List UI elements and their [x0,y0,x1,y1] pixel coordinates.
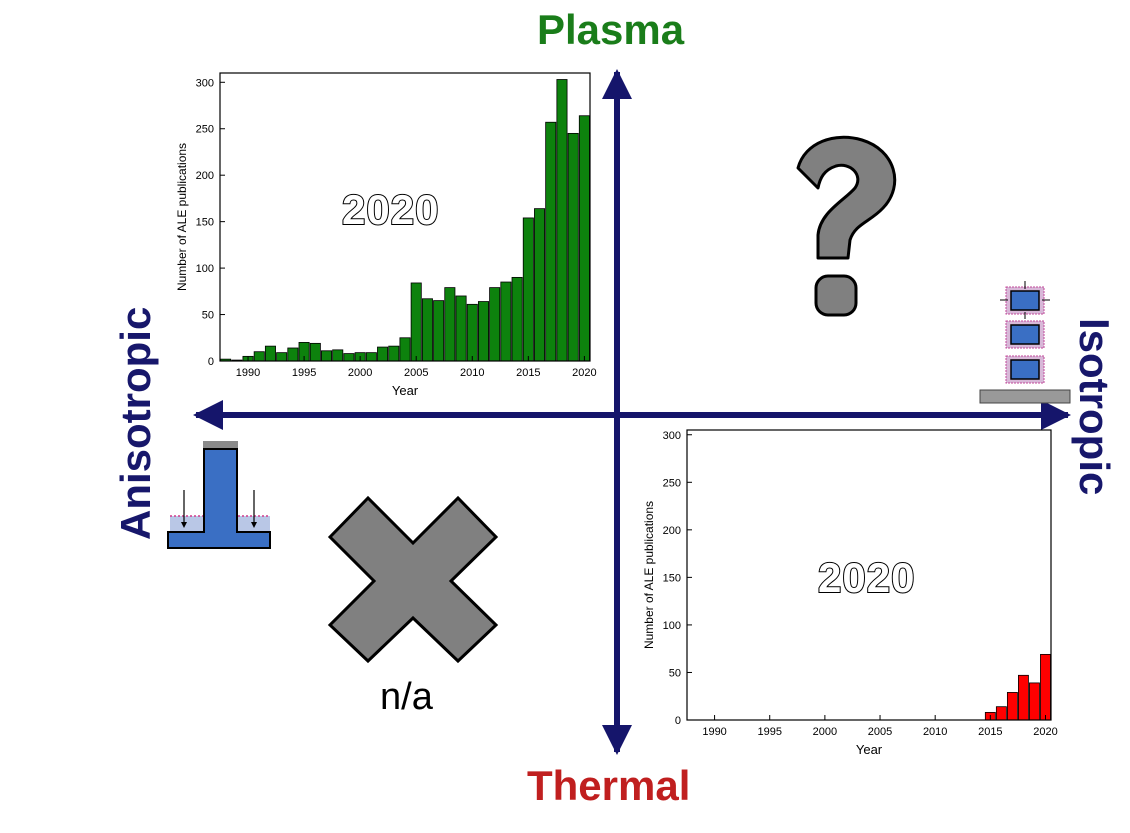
x-tick-label: 2015 [978,726,1002,738]
x-tick-label: 2015 [516,367,540,379]
y-tick-label: 100 [663,620,681,632]
chart-bar [1018,674,1029,721]
chart-bar [309,342,321,362]
chart-bar [1029,682,1040,721]
y-tick-label: 300 [196,77,214,89]
chart-bar [522,217,534,362]
chart-bar [388,345,400,362]
x-tick-label: 2010 [923,726,947,738]
y-tick-label: 200 [663,525,681,537]
plasma-publications-chart: 0 50 100 150 200 250 300 1990 1995 2000 2005 2010 20… [175,72,597,398]
y-tick-label: 0 [208,356,214,368]
chart-bar [321,350,333,362]
chart-bar [399,337,411,362]
chart-bar [410,282,422,362]
y-tick-label: 200 [196,170,214,182]
chart-bar [995,706,1007,721]
plot-frame [219,72,591,362]
chart-bar [444,287,456,362]
chart-bar [477,301,489,362]
thermal-axis-label: Thermal [527,762,691,809]
anisotropic-axis-label: Anisotropic [112,306,159,540]
x-axis-title: Year [392,383,419,398]
thermal-publications-chart: 0 50 100 150 200 250 300 1990 1995 2000 2005 2010 20… [642,429,1058,757]
anisotropic-etch-icon [167,441,271,549]
chart-bar [253,351,265,362]
chart-bar [511,276,523,362]
y-tick-label: 100 [196,263,214,275]
x-tick-label: 2000 [348,367,372,379]
x-tick-label: 1990 [236,367,260,379]
chart-bar [1040,653,1051,721]
not-applicable-label: n/a [380,676,433,718]
isotropic-axis-label: Isotropic [1071,318,1118,496]
y-tick-label: 300 [663,430,681,442]
x-tick-label: 1995 [757,726,781,738]
x-tick-label: 2000 [813,726,837,738]
chart-bar [343,353,355,362]
y-tick-label: 50 [202,310,214,322]
cross-icon [327,495,499,664]
x-tick-label: 1995 [292,367,316,379]
x-tick-label: 2020 [572,367,596,379]
y-tick-label: 250 [663,477,681,489]
chart-bar [466,303,478,362]
y-tick-label: 150 [196,217,214,229]
chart-bar [332,349,344,362]
chart-bar [287,347,299,362]
y-tick-label: 250 [196,124,214,136]
chart-bar [534,208,546,362]
x-tick-label: 2010 [460,367,484,379]
chart-bar [567,132,579,362]
chart-bar [365,352,377,362]
chart-bar [1006,692,1018,721]
chart-bar [500,281,512,362]
plot-frame [686,429,1052,721]
chart-bar [556,79,568,362]
chart-bar [489,287,501,362]
thermal-year-stamp: 2020 [817,553,916,602]
chart-bar [545,121,557,362]
chart-bar [455,295,467,362]
plasma-year-stamp: 2020 [341,185,440,234]
y-axis-title: Number of ALE publications [175,143,189,291]
y-axis-title: Number of ALE publications [642,501,656,649]
chart-bar [264,345,276,362]
chart-bar [578,115,590,362]
chart-bar [276,352,288,362]
x-tick-label: 1990 [702,726,726,738]
question-mark-icon [796,135,897,317]
x-tick-label: 2005 [404,367,428,379]
x-axis-title: Year [856,742,883,757]
x-tick-label: 2005 [868,726,892,738]
chart-bar [433,300,445,362]
chart-bar [377,346,389,362]
y-tick-label: 0 [675,715,681,727]
x-tick-label: 2020 [1033,726,1057,738]
isotropic-etch-icon [979,281,1071,404]
chart-bar [421,298,433,362]
plasma-axis-label: Plasma [537,6,685,53]
y-tick-label: 50 [669,667,681,679]
y-tick-label: 150 [663,572,681,584]
